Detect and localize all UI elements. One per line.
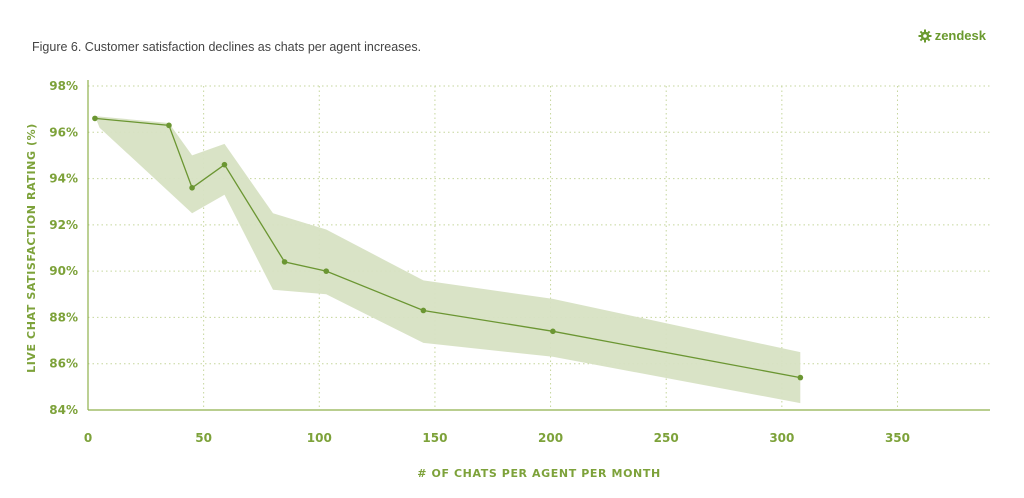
label-layer: 84% 86% 88% 90% 92% 94% 96% 98% 0 50 100 150 200 250 3… xyxy=(49,79,910,445)
y-tick-label: 96% xyxy=(49,125,78,139)
x-tick-label: 0 xyxy=(84,431,92,445)
data-point xyxy=(166,122,172,129)
figure-caption: Figure 6. Customer satisfaction declines… xyxy=(32,40,422,54)
x-tick-label: 300 xyxy=(769,431,794,445)
x-tick-label: 350 xyxy=(885,431,910,445)
y-tick-label: 84% xyxy=(49,403,78,417)
data-point xyxy=(281,259,288,265)
x-tick-label: 100 xyxy=(307,431,332,445)
grid-layer xyxy=(88,85,990,410)
data-point xyxy=(797,374,804,381)
axis-layer xyxy=(87,80,990,411)
y-tick-label: 92% xyxy=(49,218,78,232)
y-tick-label: 98% xyxy=(49,79,78,93)
y-axis-label: LIVE CHAT SATISFACTION RATING (%) xyxy=(25,123,38,373)
data-point xyxy=(323,268,330,274)
zendesk-gear-icon xyxy=(918,29,932,42)
zendesk-logo: zendesk xyxy=(918,28,986,43)
y-tick-label: 88% xyxy=(49,310,78,324)
data-point xyxy=(92,115,98,122)
y-tick-label: 86% xyxy=(49,357,78,371)
x-tick-label: 200 xyxy=(538,431,563,445)
brand-name: zendesk xyxy=(934,28,986,43)
data-point xyxy=(221,161,228,168)
y-tick-label: 94% xyxy=(49,172,78,186)
line-layer xyxy=(92,115,804,381)
band-layer xyxy=(94,116,801,404)
data-point xyxy=(420,307,427,314)
confidence-band xyxy=(94,116,801,404)
x-axis-label: # OF CHATS PER AGENT PER MONTH xyxy=(417,467,661,480)
data-point xyxy=(550,328,556,335)
x-tick-label: 250 xyxy=(654,431,679,445)
x-tick-label: 150 xyxy=(422,431,447,445)
y-tick-label: 90% xyxy=(49,264,78,278)
data-point xyxy=(189,185,195,191)
x-tick-label: 50 xyxy=(195,431,212,445)
